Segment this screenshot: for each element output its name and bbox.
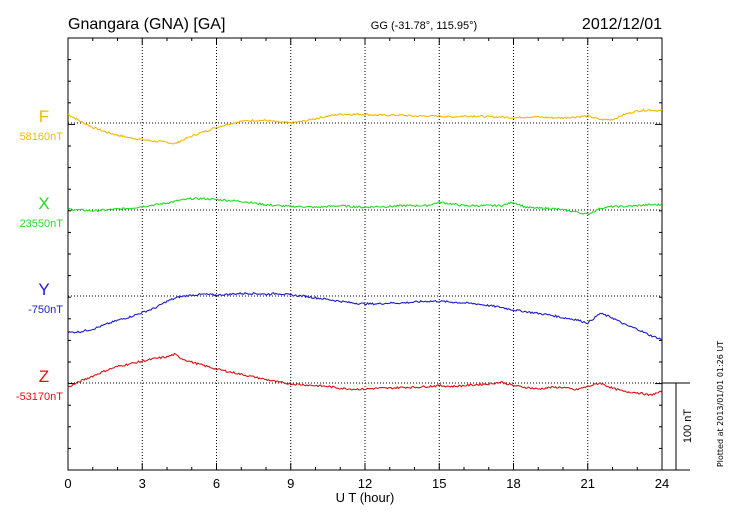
station-coordinates: GG (-31.78°, 115.95°) [371,20,477,32]
x-tick-label: 15 [432,476,446,491]
series-baseline-z: -53170nT [16,391,63,403]
x-tick-label: 0 [64,476,71,491]
x-axis-title: U T (hour) [336,490,395,505]
series-name-x: X [38,194,49,213]
x-tick-label: 9 [287,476,294,491]
x-tick-label: 24 [655,476,669,491]
series-name-y: Y [38,280,49,299]
x-tick-label: 3 [139,476,146,491]
x-tick-label: 21 [581,476,595,491]
series-line-z [67,352,663,397]
scale-bar-label: 100 nT [682,409,694,444]
station-title: Gnangara (GNA) [GA] [68,16,225,33]
series-labels: F 58160nT X 23550nT Y -750nT Z -53170nT [16,107,63,403]
x-tick-label: 6 [213,476,220,491]
series-line-y [67,291,663,340]
axis-ticks: 0 3 6 9 12 15 18 21 24 [64,38,669,491]
plotted-timestamp: Plotted at 2013/01/01 01:26 UT [716,341,725,467]
plot-date: 2012/12/01 [582,16,662,33]
series-baseline-x: 23550nT [20,218,64,230]
series-baseline-y: -750nT [28,304,63,316]
series-group [67,108,663,397]
x-tick-label: 12 [358,476,372,491]
series-baseline-f: 58160nT [20,131,64,143]
grid [68,38,662,470]
series-line-x [67,197,663,216]
series-line-f [67,108,663,145]
x-tick-label: 18 [506,476,520,491]
scale-bar: 100 nT [662,382,694,471]
series-name-z: Z [39,367,49,386]
series-name-f: F [39,107,49,126]
